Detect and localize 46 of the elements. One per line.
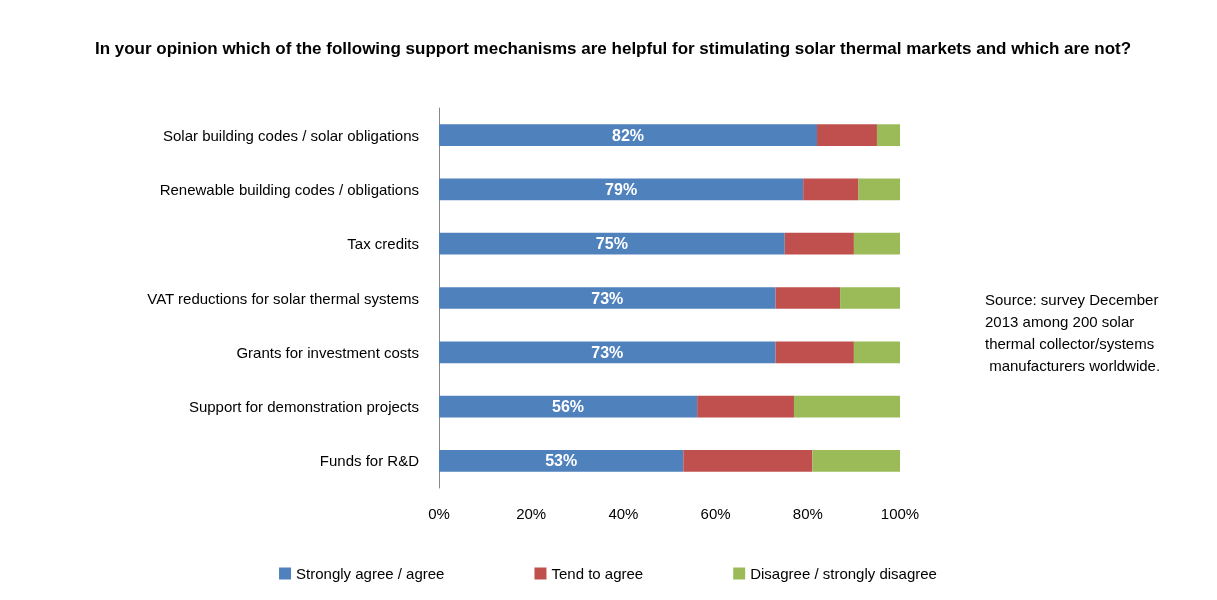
data-label: 82% [611, 126, 645, 144]
bar [853, 232, 900, 255]
legend-label: Strongly agree / agree [296, 565, 445, 582]
x-tick-label: 80% [792, 505, 823, 522]
bar [439, 287, 776, 309]
data-label: 75% [595, 235, 628, 253]
bar [853, 341, 900, 364]
legend-label: Disagree / strongly disagree [750, 565, 937, 582]
x-tick-label: 40% [608, 505, 639, 522]
y-tick-label: Support for demonstration projects [188, 398, 419, 416]
x-tick-label: 100% [880, 505, 920, 522]
y-tick-label: Renewable building codes / obligations [159, 180, 419, 198]
bar [812, 450, 900, 472]
bar [793, 395, 900, 418]
bar [439, 341, 776, 364]
bar [439, 450, 684, 472]
y-tick-label: Solar building codes / solar obligations [163, 126, 419, 144]
legend-label: Tend to agree [551, 565, 644, 582]
bar [775, 341, 854, 364]
source-note: Source: survey December 2013 among 200 solar thermal collector/systems manufacturers worldwide. [985, 290, 1163, 374]
bar [439, 124, 818, 146]
chart-title: In your opinion which of the following support mechanisms are helpful for stimulating solar thermal markets and which are not? [94, 38, 1132, 58]
bar [784, 232, 854, 255]
bar [439, 178, 804, 201]
bar [817, 124, 877, 146]
data-label: 73% [591, 343, 624, 361]
data-label: 56% [552, 398, 585, 416]
bar [840, 287, 900, 309]
bar [439, 232, 785, 255]
bar [803, 178, 859, 201]
bar [775, 287, 841, 309]
y-tick-label: Funds for R&D [319, 452, 420, 470]
bar [439, 395, 698, 418]
bar [876, 124, 900, 146]
bar [683, 450, 813, 472]
x-tick-label: 0% [428, 505, 450, 522]
bar [697, 395, 794, 418]
x-tick-label: 20% [516, 505, 547, 522]
x-tick-label: 60% [700, 505, 731, 522]
bar [858, 178, 900, 201]
data-label: 53% [545, 452, 578, 470]
y-tick-label: Tax credits [347, 235, 419, 253]
data-label: 79% [605, 180, 638, 198]
y-tick-label: Grants for investment costs [236, 343, 419, 361]
data-label: 73% [591, 289, 624, 307]
y-tick-label: VAT reductions for solar thermal systems [147, 289, 419, 307]
